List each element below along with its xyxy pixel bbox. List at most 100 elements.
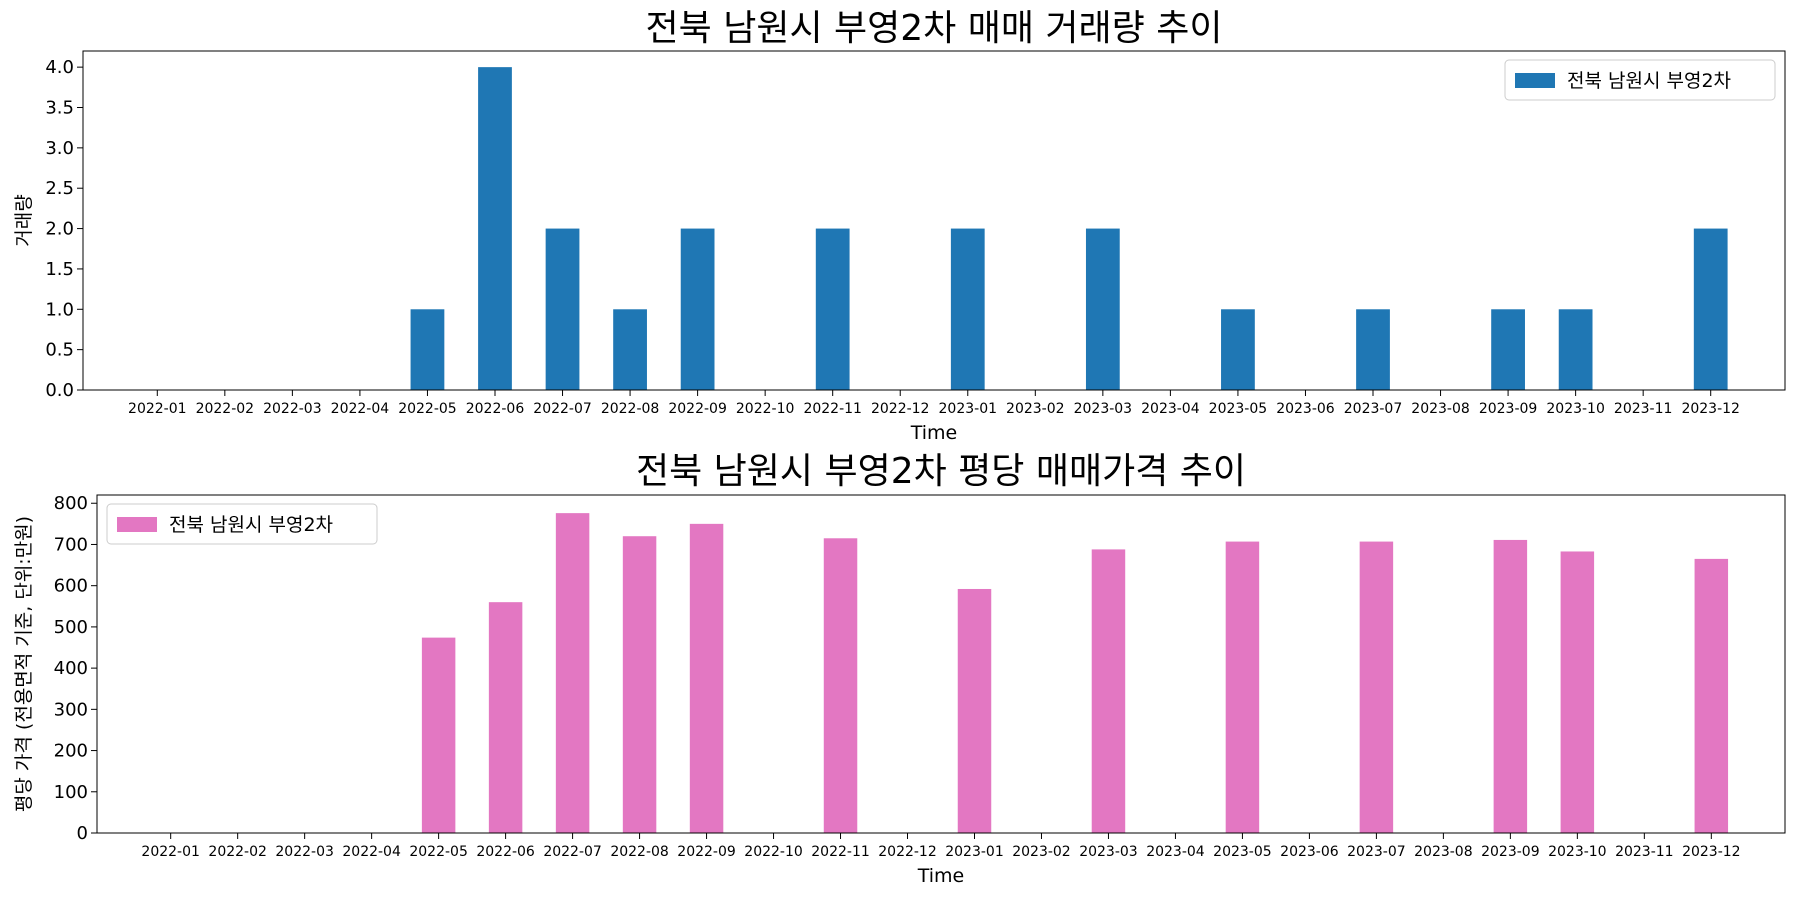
legend-box (1504, 59, 1776, 101)
bar-2022-08 (622, 536, 657, 833)
x-tick-label: 2022-02 (196, 401, 255, 417)
x-tick-label: 2023-01 (939, 401, 998, 417)
x-tick-label: 2023-09 (1479, 401, 1538, 417)
bar-2022-05 (410, 309, 445, 390)
legend-label: 전북 남원시 부영2차 (169, 514, 333, 536)
x-tick-label: 2023-08 (1414, 844, 1473, 860)
bar-2023-05 (1225, 541, 1260, 833)
x-tick-label: 2022-04 (342, 844, 401, 860)
y-tick-label: 200 (54, 741, 88, 762)
x-tick-label: 2023-04 (1146, 844, 1205, 860)
x-tick-label: 2022-09 (677, 844, 736, 860)
x-tick-label: 2022-07 (533, 401, 592, 417)
y-tick-label: 600 (54, 576, 88, 597)
bar-2023-01 (957, 588, 992, 833)
x-tick-label: 2022-06 (476, 844, 535, 860)
bar-2023-05 (1221, 309, 1255, 390)
bar-2023-12 (1693, 228, 1728, 390)
x-tick-label: 2023-10 (1548, 844, 1607, 860)
x-tick-label: 2023-01 (945, 844, 1004, 860)
x-tick-label: 2022-01 (128, 401, 187, 417)
y-tick-label: 0 (77, 823, 88, 844)
bar-2022-06 (478, 67, 512, 391)
x-tick-label: 2023-02 (1012, 844, 1071, 860)
y-tick-label: 0.5 (45, 340, 74, 361)
y-tick-label: 300 (54, 699, 88, 720)
x-tick-label: 2022-03 (275, 844, 334, 860)
legend-swatch (1515, 73, 1555, 88)
x-tick-label: 2022-10 (744, 844, 803, 860)
x-tick-label: 2023-03 (1074, 401, 1133, 417)
x-tick-label: 2022-11 (803, 401, 862, 417)
bar-2022-09 (689, 523, 724, 833)
x-tick-label: 2023-05 (1209, 401, 1268, 417)
x-tick-label: 2023-05 (1213, 844, 1272, 860)
x-tick-label: 2022-05 (409, 844, 468, 860)
y-tick-label: 700 (54, 534, 88, 555)
x-tick-label: 2023-06 (1276, 401, 1335, 417)
x-tick-label: 2023-12 (1681, 401, 1740, 417)
x-tick-label: 2022-03 (263, 401, 322, 417)
legend: 전북 남원시 부영2차 (106, 503, 378, 545)
plot-frame (96, 494, 1786, 834)
x-tick-label: 2023-02 (1006, 401, 1065, 417)
x-tick-label: 2022-08 (610, 844, 669, 860)
chart-1: 전북 남원시 부영2차 매매 거래량 추이 0.0 0.5 1.0 1.5 2.0 2.5 3… (13, 8, 1786, 444)
y-tick-label: 0.0 (45, 380, 74, 401)
bar-2022-08 (613, 309, 647, 390)
bar-2023-09 (1493, 539, 1528, 833)
x-tick-label: 2023-12 (1682, 844, 1741, 860)
legend-label: 전북 남원시 부영2차 (1567, 70, 1731, 92)
plot-frame (82, 50, 1786, 391)
x-tick-label: 2022-10 (736, 401, 795, 417)
bar-2022-07 (545, 228, 580, 390)
bar-2023-01 (950, 228, 985, 390)
x-tick-label: 2022-05 (398, 401, 457, 417)
x-tick-label: 2022-02 (208, 844, 267, 860)
x-axis-label: Time (917, 865, 965, 887)
y-tick-label: 2.5 (45, 178, 74, 199)
chart-title: 전북 남원시 부영2차 매매 거래량 추이 (646, 8, 1223, 49)
bar-2023-09 (1491, 309, 1525, 390)
x-tick-label: 2023-04 (1141, 401, 1200, 417)
legend-box (106, 503, 378, 545)
x-tick-label: 2023-09 (1481, 844, 1540, 860)
x-tick-label: 2022-06 (466, 401, 525, 417)
y-tick-label: 100 (54, 782, 88, 803)
x-axis-label: Time (910, 422, 958, 444)
x-tick-label: 2022-07 (543, 844, 602, 860)
x-tick-label: 2022-04 (331, 401, 390, 417)
bar-2023-03 (1085, 228, 1120, 390)
bar-2023-12 (1694, 558, 1729, 833)
x-tick-label: 2022-11 (811, 844, 870, 860)
y-tick-label: 3.0 (45, 138, 74, 159)
y-axis-label: 평당 가격 (전용면적 기준, 단위:만원) (13, 516, 35, 812)
bar-2022-09 (680, 228, 715, 390)
legend: 전북 남원시 부영2차 (1504, 59, 1776, 101)
y-tick-label: 4.0 (45, 57, 74, 78)
y-tick-label: 500 (54, 617, 88, 638)
x-tick-label: 2022-08 (601, 401, 660, 417)
x-tick-label: 2023-11 (1614, 401, 1673, 417)
bar-2022-11 (815, 228, 850, 390)
chart-2: 전북 남원시 부영2차 평당 매매가격 추이 0 100 200 300 400 500 60… (13, 451, 1786, 887)
bar-2022-05 (421, 637, 456, 833)
x-tick-label: 2022-09 (668, 401, 727, 417)
x-tick-label: 2023-10 (1546, 401, 1605, 417)
x-tick-label: 2023-07 (1344, 401, 1403, 417)
x-tick-label: 2023-08 (1411, 401, 1470, 417)
y-tick-label: 3.5 (45, 98, 74, 119)
bar-2022-06 (488, 602, 523, 833)
x-tick-label: 2023-06 (1280, 844, 1339, 860)
x-tick-label: 2022-01 (141, 844, 200, 860)
x-tick-label: 2023-03 (1079, 844, 1138, 860)
bar-2023-10 (1558, 309, 1593, 390)
x-tick-label: 2023-07 (1347, 844, 1406, 860)
x-tick-label: 2022-12 (871, 401, 930, 417)
bar-2022-07 (555, 513, 590, 833)
chart-title: 전북 남원시 부영2차 평당 매매가격 추이 (636, 451, 1246, 492)
bar-2023-10 (1560, 551, 1595, 833)
x-tick-label: 2023-11 (1615, 844, 1674, 860)
legend-swatch (117, 517, 157, 532)
